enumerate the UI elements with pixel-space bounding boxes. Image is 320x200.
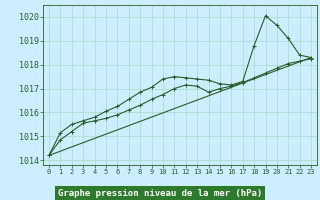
Text: Graphe pression niveau de la mer (hPa): Graphe pression niveau de la mer (hPa): [58, 189, 262, 198]
